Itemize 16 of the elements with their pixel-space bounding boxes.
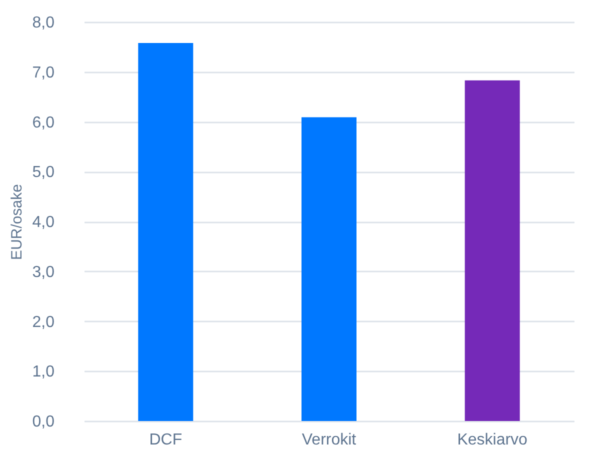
x-tick-label: Verrokit	[302, 432, 357, 448]
y-tick-label: 7,0	[32, 64, 55, 82]
y-tick-label: 5,0	[32, 164, 55, 182]
bar	[302, 117, 356, 421]
x-tick-label: DCF	[149, 432, 182, 448]
y-tick-label: 2,0	[32, 314, 55, 331]
y-tick-label: 6,0	[32, 114, 55, 132]
bar	[464, 80, 520, 421]
y-tick-label: 0,0	[32, 414, 55, 430]
y-tick-label: 1,0	[32, 364, 55, 381]
x-tick-label: Keskiarvo	[457, 432, 528, 448]
y-tick-label: 8,0	[32, 14, 55, 32]
y-tick-label: 4,0	[32, 214, 55, 231]
bar	[138, 42, 194, 421]
y-axis-title: EUR/osake	[8, 184, 26, 260]
y-tick-label: 3,0	[32, 264, 55, 281]
